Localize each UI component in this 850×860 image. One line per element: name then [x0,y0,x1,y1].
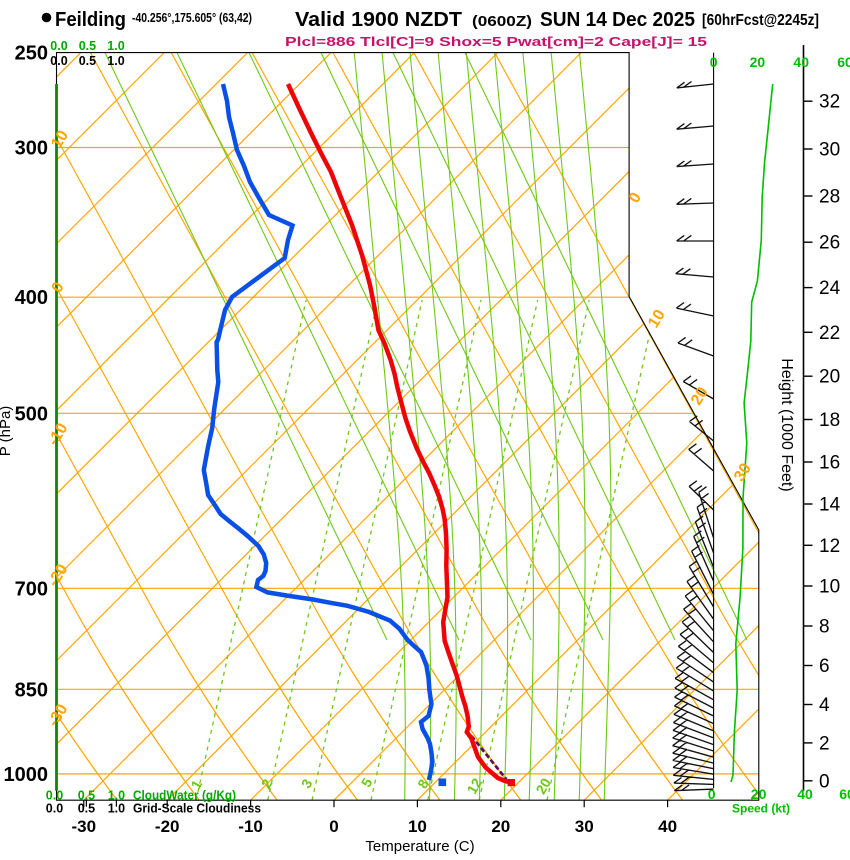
svg-text:6: 6 [819,656,830,677]
svg-text:0.5: 0.5 [79,54,96,68]
svg-text:12: 12 [463,775,485,797]
svg-text:14: 14 [819,495,841,516]
svg-text:20: 20 [819,367,840,388]
svg-text:Plcl=886 Tlcl[C]=9 Shox=5 Pwat: Plcl=886 Tlcl[C]=9 Shox=5 Pwat[cm]=2 Cap… [285,35,707,49]
svg-text:400: 400 [15,287,48,309]
svg-text:0.0: 0.0 [46,802,63,816]
svg-text:1.0: 1.0 [108,802,125,816]
svg-text:10: 10 [408,817,427,836]
svg-text:250: 250 [15,43,48,65]
svg-text:Grid-Scale Cloudiness: Grid-Scale Cloudiness [133,802,261,816]
svg-text:1.0: 1.0 [108,788,125,802]
svg-text:1.0: 1.0 [107,54,124,68]
svg-text:40: 40 [793,54,809,70]
svg-text:26: 26 [819,233,840,254]
svg-text:60: 60 [839,786,850,802]
svg-text:0.5: 0.5 [78,788,95,802]
svg-text:0: 0 [329,817,338,836]
svg-text:SUN 14 Dec 2025: SUN 14 Dec 2025 [540,9,695,31]
svg-text:850: 850 [15,679,48,701]
svg-text:0: 0 [710,54,718,70]
svg-text:22: 22 [819,323,840,344]
svg-text:[60hrFcst@2245z]: [60hrFcst@2245z] [702,12,819,29]
svg-text:Valid 1900 NZDT: Valid 1900 NZDT [295,9,462,31]
svg-text:28: 28 [819,187,840,208]
svg-text:18: 18 [819,410,840,431]
svg-text:0.5: 0.5 [79,39,96,53]
svg-text:0: 0 [819,771,830,792]
svg-text:32: 32 [819,92,840,113]
svg-text:30: 30 [731,460,755,484]
svg-text:1.0: 1.0 [107,39,124,53]
svg-text:20: 20 [751,786,767,802]
svg-text:-10: -10 [238,817,263,836]
svg-text:40: 40 [658,817,677,836]
svg-text:(0600Z): (0600Z) [472,13,532,30]
svg-text:700: 700 [15,578,48,600]
svg-text:4: 4 [819,695,830,716]
svg-text:30: 30 [575,817,594,836]
svg-text:8: 8 [819,617,830,638]
svg-text:300: 300 [15,137,48,159]
svg-text:16: 16 [819,453,840,474]
svg-text:-40.256°,175.605° (63,42): -40.256°,175.605° (63,42) [132,11,252,25]
svg-text:Temperature (C): Temperature (C) [365,838,474,855]
svg-text:10: 10 [645,307,669,331]
svg-text:10: 10 [48,127,72,151]
svg-text:30: 30 [819,140,840,161]
svg-text:Feilding: Feilding [55,9,126,31]
svg-text:CloudWater (g/Kg): CloudWater (g/Kg) [133,788,236,802]
svg-text:2: 2 [819,733,830,754]
svg-text:0.0: 0.0 [50,54,67,68]
svg-text:P (hPa): P (hPa) [0,406,14,457]
svg-text:24: 24 [819,278,841,299]
svg-text:10: 10 [819,577,840,598]
svg-text:Speed (kt): Speed (kt) [732,802,790,816]
svg-text:20: 20 [688,384,712,408]
svg-text:0.5: 0.5 [78,802,95,816]
svg-text:1000: 1000 [4,764,49,786]
svg-text:0: 0 [708,786,716,802]
svg-text:-20: -20 [155,817,180,836]
svg-text:500: 500 [15,403,48,425]
svg-text:20: 20 [491,817,510,836]
svg-text:0.0: 0.0 [46,788,63,802]
svg-text:12: 12 [819,536,840,557]
svg-text:20: 20 [532,775,554,797]
svg-text:60: 60 [837,54,850,70]
svg-text:Height (1000 Feet): Height (1000 Feet) [778,358,795,491]
svg-text:20: 20 [750,54,766,70]
svg-text:40: 40 [797,786,813,802]
svg-text:0.0: 0.0 [50,39,67,53]
svg-text:-30: -30 [72,817,97,836]
